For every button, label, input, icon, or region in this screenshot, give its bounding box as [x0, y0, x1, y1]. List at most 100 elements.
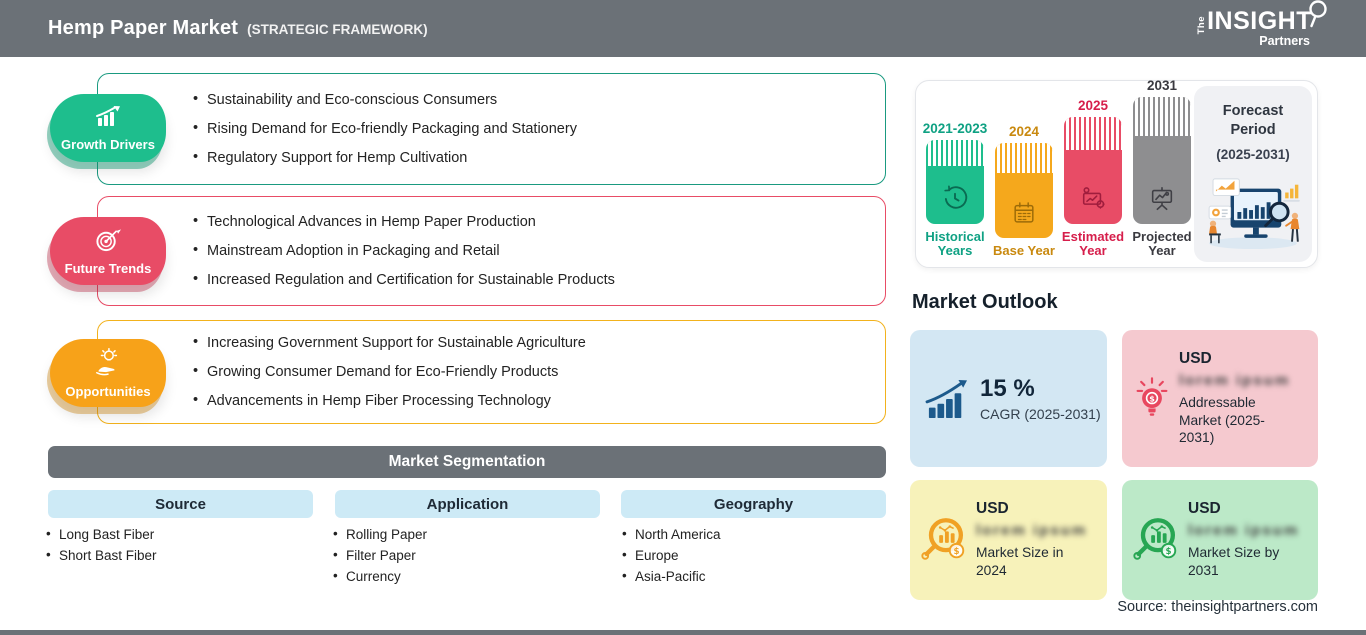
opportunities-box: Increasing Government Support for Sustai… — [97, 320, 886, 424]
badge-label: Growth Drivers — [61, 136, 155, 152]
currency-label: USD — [1188, 500, 1221, 518]
forecast-period-panel: Forecast Period (2025-2031) — [1194, 86, 1312, 262]
cagr-card: 15 % CAGR (2025-2031) — [910, 330, 1107, 467]
market-segmentation-header: Market Segmentation — [48, 446, 886, 478]
card-caption: Market Size by 2031 — [1188, 545, 1280, 578]
bar-year-label: 2024 — [1008, 124, 1040, 140]
historical-years-bar-group: 2021-2023 Historical Years — [923, 121, 988, 259]
redacted-value: lorem ipsum — [1179, 371, 1291, 389]
opportunities-list: Increasing Government Support for Sustai… — [98, 321, 885, 423]
segment-list-geography: North America Europe Asia-Pacific — [622, 523, 882, 587]
list-item: North America — [622, 523, 882, 545]
timeline-panel: 2021-2023 Historical Years 2024 — [915, 77, 1318, 268]
list-item: Technological Advances in Hemp Paper Pro… — [193, 213, 875, 230]
future-trends-badge: Future Trends — [50, 217, 166, 285]
market-size-2024-text: USD lorem ipsum Market Size in 2024 — [976, 500, 1096, 580]
svg-text:$: $ — [1149, 393, 1155, 403]
estimated-year-bar — [1064, 116, 1122, 224]
market-size-2031-card: $ USD lorem ipsum Market Size by 2031 — [1122, 480, 1318, 600]
analytics-illustration — [1201, 173, 1305, 256]
currency-label: USD — [976, 500, 1009, 518]
projection-screen-icon — [1148, 185, 1176, 217]
list-item: Sustainability and Eco-conscious Consume… — [193, 91, 875, 108]
segment-column-header-geography: Geography — [621, 490, 886, 518]
bar-year-label: 2021-2023 — [922, 120, 988, 136]
logo-the-text: The — [1195, 15, 1207, 35]
bar-stripes — [1064, 116, 1122, 151]
estimate-monitor-icon — [1079, 186, 1107, 217]
brand-logo: The INSIGHT Partners — [1195, 0, 1327, 49]
list-item: Regulatory Support for Hemp Cultivation — [193, 149, 875, 166]
page-title-subtitle: (STRATEGIC FRAMEWORK) — [247, 22, 428, 37]
list-item: Europe — [622, 544, 882, 566]
magnifier-chart-icon: $ — [918, 514, 970, 566]
bar-caption: Projected Year — [1132, 228, 1192, 259]
bar-year-label: 2025 — [1077, 97, 1109, 113]
market-outlook-title: Market Outlook — [912, 291, 1058, 313]
future-trends-list: Technological Advances in Hemp Paper Pro… — [98, 197, 885, 305]
segment-column-header-source: Source — [48, 490, 313, 518]
cagr-caption: CAGR (2025-2031) — [980, 406, 1101, 422]
calendar-icon — [1011, 200, 1037, 231]
segment-column-header-application: Application — [335, 490, 600, 518]
forecast-title-line2: Period — [1230, 121, 1276, 138]
list-item: Increasing Government Support for Sustai… — [193, 334, 875, 351]
list-item: Growing Consumer Demand for Eco-Friendly… — [193, 363, 875, 380]
redacted-value: lorem ipsum — [1188, 522, 1300, 540]
target-dart-icon — [93, 226, 123, 258]
brand-logo-row: The INSIGHT — [1195, 7, 1312, 36]
estimated-year-bar-group: 2025 Estimated Year — [1062, 97, 1124, 259]
card-caption: Addressable Market (2025-2031) — [1179, 394, 1265, 446]
addressable-market-text: USD lorem ipsum Addressable Market (2025… — [1179, 350, 1299, 448]
bar-stripes — [926, 139, 984, 166]
cagr-text: 15 % CAGR (2025-2031) — [980, 375, 1101, 422]
magnifier-icon — [1304, 0, 1328, 32]
bottom-bar — [0, 630, 1366, 635]
svg-text:$: $ — [1166, 547, 1172, 557]
timeline-bars: 2021-2023 Historical Years 2024 — [923, 77, 1192, 259]
projected-year-bar-group: 2031 Projected Year — [1132, 77, 1191, 259]
header: Hemp Paper Market (STRATEGIC FRAMEWORK) T… — [0, 0, 1366, 57]
bar-caption: Base Year — [993, 243, 1055, 259]
growth-drivers-badge: Growth Drivers — [50, 94, 166, 162]
logo-insight-text: INSIGHT — [1207, 7, 1312, 36]
page-title-main: Hemp Paper Market — [48, 17, 239, 39]
opportunities-badge: Opportunities — [50, 339, 166, 407]
bar-year-label: 2031 — [1146, 77, 1178, 93]
list-item: Mainstream Adoption in Packaging and Ret… — [193, 242, 875, 259]
growth-bars-arrow-icon — [924, 379, 970, 419]
list-item: Increased Regulation and Certification f… — [193, 271, 875, 288]
growth-drivers-box: Sustainability and Eco-conscious Consume… — [97, 73, 886, 185]
segment-list-source: Long Bast Fiber Short Bast Fiber — [46, 523, 306, 566]
segment-list-application: Rolling Paper Filter Paper Currency — [333, 523, 593, 587]
history-clock-icon — [941, 184, 969, 217]
list-item: Rolling Paper — [333, 523, 593, 545]
base-year-bar — [995, 143, 1053, 239]
currency-label: USD — [1179, 349, 1212, 367]
badge-label: Future Trends — [64, 261, 152, 276]
market-size-2024-card: $ USD lorem ipsum Market Size in 2024 — [910, 480, 1107, 600]
bar-stripes — [1133, 96, 1191, 137]
growth-chart-icon — [93, 105, 123, 134]
page-title: Hemp Paper Market (STRATEGIC FRAMEWORK) — [48, 17, 428, 40]
magnifier-chart-icon: $ — [1130, 514, 1182, 566]
source-note: Source: theinsightpartners.com — [1117, 599, 1318, 615]
projected-year-bar — [1133, 96, 1191, 224]
list-item: Currency — [333, 565, 593, 587]
market-size-2031-text: USD lorem ipsum Market Size by 2031 — [1188, 500, 1308, 580]
forecast-period-title: Forecast Period — [1194, 102, 1312, 140]
list-item: Short Bast Fiber — [46, 544, 306, 566]
bulb-hand-icon — [93, 347, 123, 381]
cagr-value: 15 % — [980, 375, 1035, 402]
addressable-market-card: $ USD lorem ipsum Addressable Market (20… — [1122, 330, 1318, 467]
list-item: Rising Demand for Eco-friendly Packaging… — [193, 120, 875, 137]
growth-drivers-list: Sustainability and Eco-conscious Consume… — [98, 74, 885, 184]
historical-years-bar — [926, 139, 984, 224]
redacted-value: lorem ipsum — [976, 522, 1088, 540]
bar-caption: Estimated Year — [1061, 228, 1125, 259]
forecast-title-line1: Forecast — [1222, 103, 1284, 119]
base-year-bar-group: 2024 Base Year — [993, 124, 1055, 259]
bar-caption: Historical Years — [925, 228, 985, 259]
card-caption: Market Size in 2024 — [976, 545, 1064, 578]
logo-partners-text: Partners — [1259, 34, 1310, 49]
